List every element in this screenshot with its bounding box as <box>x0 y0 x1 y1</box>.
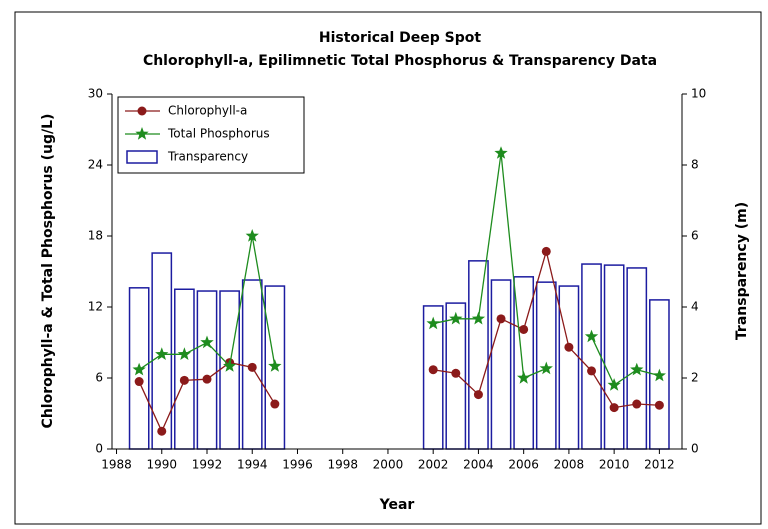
bar <box>581 263 602 450</box>
legend-label: Total Phosphorus <box>167 127 270 141</box>
circle-marker <box>428 365 438 375</box>
star-marker <box>223 359 237 372</box>
star-marker <box>245 229 259 242</box>
circle-marker <box>564 342 574 352</box>
x-tick-label: 2002 <box>418 458 449 472</box>
circle-marker <box>496 314 506 324</box>
circle-marker <box>654 400 664 410</box>
bar <box>196 290 218 450</box>
circle-marker <box>609 403 619 413</box>
bar <box>558 285 580 450</box>
x-axis-label: Year <box>379 497 415 513</box>
circle-marker <box>587 366 597 376</box>
circle-marker <box>632 399 642 409</box>
y-tick-label: 24 <box>88 158 103 172</box>
x-tick-label: 2012 <box>644 458 675 472</box>
circle-marker <box>519 324 529 334</box>
y2-tick-label: 2 <box>691 371 699 385</box>
y2-tick-label: 8 <box>691 158 699 172</box>
chart-subtitle: Chlorophyll-a, Epilimnetic Total Phospho… <box>143 53 657 69</box>
circle-marker <box>202 374 212 384</box>
star-marker <box>584 329 599 343</box>
star-marker <box>517 371 531 384</box>
y2-tick-label: 6 <box>691 229 699 243</box>
y2-tick-label: 4 <box>691 300 699 314</box>
bar <box>513 276 535 450</box>
circle-marker <box>247 362 257 372</box>
x-tick-label: 2008 <box>554 458 585 472</box>
circle-marker <box>541 246 551 256</box>
legend-label: Transparency <box>167 150 248 164</box>
star-marker <box>132 362 146 376</box>
circle-marker <box>157 426 167 436</box>
bar <box>603 264 625 450</box>
y-axis-label: Chlorophyll-a & Total Phosphorus (ug/L) <box>40 114 56 429</box>
bar <box>422 305 444 450</box>
star-marker <box>268 359 282 372</box>
star-marker <box>539 361 553 375</box>
star-marker <box>177 347 191 360</box>
x-tick-label: 2006 <box>508 458 539 472</box>
x-tick-label: 1996 <box>282 458 313 472</box>
bar <box>490 279 512 450</box>
y-tick-label: 18 <box>88 229 103 243</box>
y-tick-label: 30 <box>88 87 103 101</box>
y2-axis-label: Transparency (m) <box>734 202 750 340</box>
star-marker <box>494 146 508 159</box>
bar <box>468 260 489 450</box>
star-marker <box>630 362 644 376</box>
circle-marker <box>451 368 461 378</box>
star-marker <box>607 378 621 391</box>
x-tick-label: 2004 <box>463 458 494 472</box>
circle-marker <box>473 390 483 400</box>
bar <box>219 290 240 450</box>
star-marker <box>449 311 463 325</box>
x-tick-label: 1990 <box>146 458 177 472</box>
star-marker <box>135 127 149 140</box>
x-tick-label: 2000 <box>373 458 404 472</box>
x-tick-label: 2010 <box>599 458 630 472</box>
legend-swatch <box>126 150 158 164</box>
x-tick-label: 1988 <box>101 458 132 472</box>
y2-tick-label: 10 <box>691 87 706 101</box>
x-tick-label: 1994 <box>237 458 268 472</box>
star-marker <box>155 347 169 360</box>
x-tick-label: 1992 <box>192 458 223 472</box>
bar <box>174 288 195 450</box>
star-marker <box>426 316 440 330</box>
chart-title: Historical Deep Spot <box>319 30 482 46</box>
y2-tick-label: 0 <box>691 442 699 456</box>
frame <box>14 11 762 525</box>
circle-marker <box>270 399 280 409</box>
star-marker <box>200 335 214 349</box>
y-tick-label: 12 <box>88 300 103 314</box>
bar <box>626 267 648 450</box>
x-tick-label: 1998 <box>327 458 358 472</box>
star-marker <box>652 368 666 382</box>
circle-marker <box>137 106 147 116</box>
y-tick-label: 0 <box>95 442 103 456</box>
y-tick-label: 6 <box>95 371 103 385</box>
legend-label: Chlorophyll-a <box>168 104 247 118</box>
circle-marker <box>134 377 144 387</box>
star-marker <box>471 311 486 325</box>
circle-marker <box>179 375 189 385</box>
